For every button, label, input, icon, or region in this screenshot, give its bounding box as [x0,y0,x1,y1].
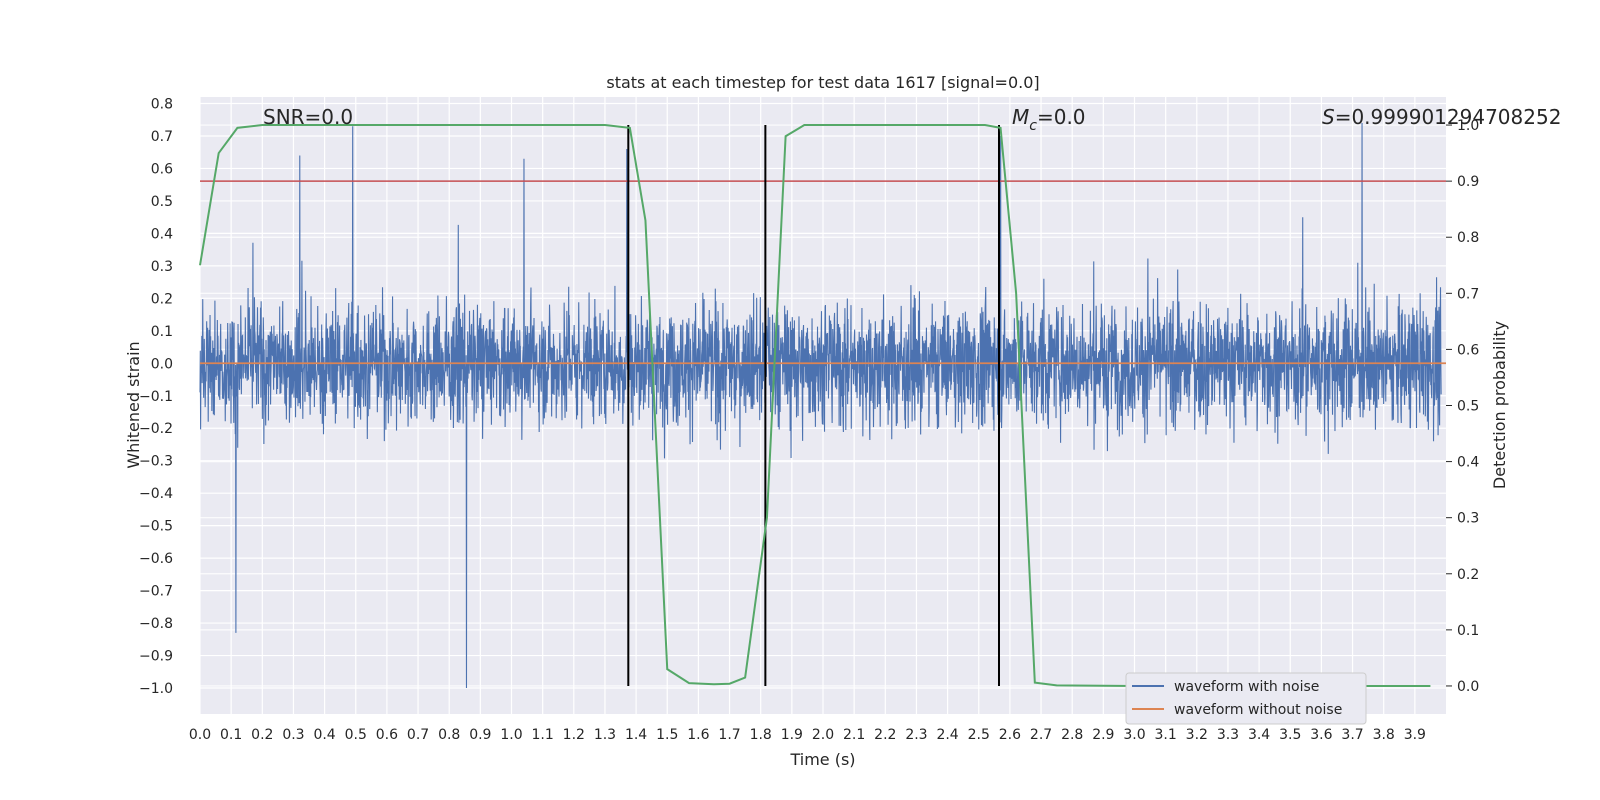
x-tick-label: 1.6 [687,727,709,743]
left-y-tick-label: 0.8 [151,96,173,112]
x-tick-label: 2.8 [1061,727,1083,743]
left-y-tick-label: −0.3 [139,454,173,470]
x-tick-label: 0.6 [376,727,398,743]
x-tick-label: 1.3 [594,727,616,743]
x-tick-label: 1.8 [750,727,772,743]
left-y-tick-label: 0.4 [151,226,173,242]
legend-box [1125,672,1367,725]
x-tick-label: 0.5 [345,727,367,743]
x-tick-label: 0.4 [313,727,335,743]
chart-title: stats at each timestep for test data 161… [606,73,1039,92]
x-tick-label: 2.0 [812,727,834,743]
x-tick-label: 2.5 [968,727,990,743]
left-y-tick-label: −0.7 [139,584,173,600]
right-y-axis-ticks: 1.0 0.9 0.8 0.7 0.6 0.5 0.4 0.3 0.2 0.1 0.0 [1446,118,1479,695]
x-tick-label: 2.3 [905,727,927,743]
x-tick-label: 3.9 [1404,727,1426,743]
x-tick-label: 3.3 [1217,727,1239,743]
left-y-tick-label: 0.1 [151,324,173,340]
x-tick-label: 3.6 [1310,727,1332,743]
x-tick-label: 1.0 [500,727,522,743]
right-y-tick-label: 0.6 [1457,342,1479,358]
x-tick-label: 2.1 [843,727,865,743]
x-tick-label: 2.9 [1092,727,1114,743]
right-y-tick-label: 0.7 [1457,286,1479,302]
x-tick-label: 3.1 [1155,727,1177,743]
x-tick-label: 1.7 [718,727,740,743]
x-tick-label: 2.4 [936,727,958,743]
x-tick-label: 1.4 [625,727,647,743]
chirp-mass-value: =0.0 [1037,105,1086,129]
x-tick-label: 3.5 [1279,727,1301,743]
x-tick-label: 0.1 [220,727,242,743]
right-y-tick-label: 0.8 [1457,230,1479,246]
right-y-tick-label: 0.1 [1457,623,1479,639]
x-tick-label: 3.2 [1186,727,1208,743]
snr-annotation: SNR=0.0 [263,105,353,129]
left-y-tick-label: −0.6 [139,551,173,567]
score-symbol: S [1322,105,1335,129]
left-y-tick-label: 0.2 [151,291,173,307]
x-tick-label: 1.2 [563,727,585,743]
score-value: =0.999901294708252 [1335,105,1562,129]
x-tick-label: 2.6 [999,727,1021,743]
right-y-axis-label: Detection probability [1490,321,1509,489]
right-y-tick-label: 0.5 [1457,399,1479,415]
right-y-tick-label: 1.0 [1457,118,1479,134]
chirp-mass-subscript: c [1029,118,1037,134]
x-tick-label: 0.2 [251,727,273,743]
x-tick-label: 3.0 [1123,727,1145,743]
x-tick-label: 1.5 [656,727,678,743]
x-tick-label: 0.3 [282,727,304,743]
x-tick-label: 3.7 [1341,727,1363,743]
left-y-axis-label: Whitened strain [124,341,143,468]
right-y-tick-label: 0.4 [1457,455,1479,471]
x-tick-label: 0.8 [438,727,460,743]
x-tick-label: 2.7 [1030,727,1052,743]
series-detection-probability [199,124,1431,687]
x-tick-label: 3.4 [1248,727,1270,743]
left-y-axis-ticks: 0.8 0.7 0.6 0.5 0.4 0.3 0.2 0.1 0.0 −0.1 −0.2 −0.3 −… [139,96,173,697]
series-waveform-with-noise [199,122,1442,689]
detection-probability-path [199,124,1431,687]
right-y-tick-label: 0.0 [1457,679,1479,695]
chirp-mass-annotation: Mc=0.0 [1012,105,1086,134]
x-tick-label: 1.1 [532,727,554,743]
left-y-tick-label: 0.6 [151,161,173,177]
left-y-tick-label: 0.7 [151,129,173,145]
x-axis-ticks: 0.0 0.1 0.2 0.3 0.4 0.5 0.6 0.7 0.8 0.9 1.0 1.1 1.2 1… [189,727,1426,743]
right-y-tick-label: 0.2 [1457,567,1479,583]
legend-label-noisy: waveform with noise [1174,679,1319,695]
left-y-tick-label: 0.5 [151,194,173,210]
left-y-tick-label: −1.0 [139,681,173,697]
left-y-tick-label: −0.4 [139,486,173,502]
right-y-tick-label: 0.9 [1457,174,1479,190]
legend-label-clean: waveform without noise [1174,702,1342,718]
x-tick-label: 0.7 [407,727,429,743]
score-annotation: S=0.999901294708252 [1322,105,1561,129]
grid-lines [199,97,1446,714]
detection-window-markers [627,125,1000,686]
left-y-tick-label: −0.5 [139,519,173,535]
left-y-tick-label: 0.0 [151,356,173,372]
chirp-mass-symbol: M [1012,105,1029,129]
x-tick-label: 3.8 [1373,727,1395,743]
left-y-tick-label: −0.8 [139,616,173,632]
left-y-tick-label: −0.2 [139,421,173,437]
x-tick-label: 1.9 [781,727,803,743]
left-y-tick-label: −0.9 [139,649,173,665]
x-axis-label: Time (s) [789,750,855,769]
right-y-tick-label: 0.3 [1457,511,1479,527]
left-y-tick-label: −0.1 [139,389,173,405]
x-tick-label: 2.2 [874,727,896,743]
x-tick-label: 0.9 [469,727,491,743]
left-y-tick-label: 0.3 [151,259,173,275]
legend: waveform with noise waveform without noi… [1125,672,1367,725]
x-tick-label: 0.0 [189,727,211,743]
noisy-waveform-path [199,122,1442,689]
